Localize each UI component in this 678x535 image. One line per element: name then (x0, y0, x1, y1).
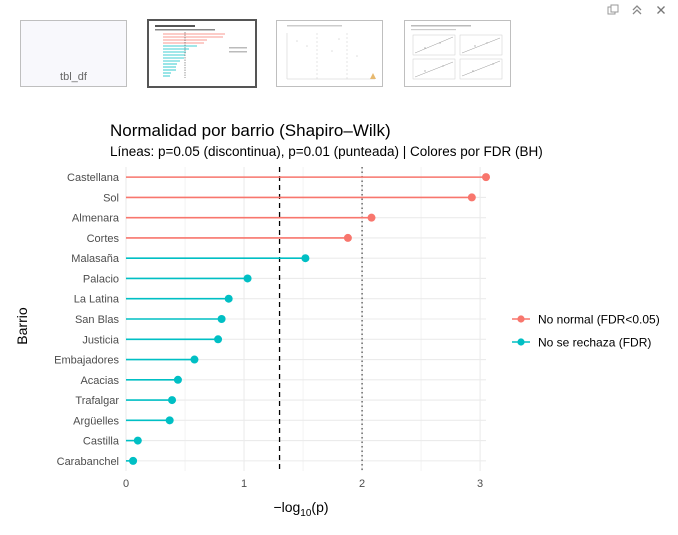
y-tick-label: La Latina (74, 294, 120, 306)
y-tick-label: San Blas (75, 314, 120, 326)
plot-history-strip: tbl_df (0, 19, 678, 90)
chevron-double-up-icon[interactable] (630, 3, 644, 17)
y-tick-label: Castellana (67, 172, 120, 184)
lollipop-point (367, 213, 376, 222)
thumbnail-label: tbl_df (60, 71, 87, 83)
popout-icon[interactable] (606, 3, 620, 17)
x-tick-label: 1 (241, 478, 247, 490)
lollipop-point (467, 193, 476, 202)
y-tick-label: Argüelles (73, 415, 119, 427)
lollipop-point (214, 335, 223, 344)
lollipop-point (165, 416, 174, 425)
lollipop-point (482, 173, 490, 182)
data-marks (126, 173, 490, 465)
legend: No normal (FDR<0.05) No se rechaza (FDR) (512, 313, 660, 350)
y-tick-label: Cortes (87, 233, 120, 245)
lollipop-point (243, 274, 252, 283)
thumbnail-plot-4[interactable] (404, 20, 511, 87)
x-tick-label: 3 (477, 478, 483, 490)
thumbnail-tbl-df[interactable]: tbl_df (20, 20, 127, 87)
y-tick-label: Embajadores (54, 355, 119, 367)
y-tick-label: Acacias (80, 375, 119, 387)
legend-label-normal: No normal (FDR<0.05) (538, 313, 660, 327)
thumbnail-current-plot[interactable] (147, 19, 257, 88)
lollipop-point (217, 315, 226, 323)
legend-key-dot-normal (517, 315, 525, 323)
close-icon[interactable] (654, 3, 668, 17)
x-tick-label: 0 (123, 478, 129, 490)
y-tick-labels: Castellana Sol Almenara Cortes Malasaña Palac… (54, 172, 120, 468)
thumbnail-plot-3[interactable] (276, 20, 383, 87)
y-axis-title: Barrio (14, 307, 30, 345)
x-axis-title-prefix: −log (273, 499, 300, 515)
y-tick-label: Castilla (83, 436, 120, 448)
y-tick-label: Palacio (83, 273, 119, 285)
x-axis-title-sub: 10 (300, 508, 312, 519)
chart-canvas: Normalidad por barrio (Shapiro–Wilk) Lín… (14, 121, 660, 519)
lollipop-point (343, 233, 352, 242)
x-tick-label: 2 (359, 478, 365, 490)
y-tick-label: Trafalgar (75, 395, 119, 407)
lollipop-point (224, 294, 233, 303)
lollipop-point (301, 254, 310, 263)
y-tick-label: Malasaña (71, 253, 120, 265)
y-tick-label: Sol (103, 192, 119, 204)
lollipop-chart: Normalidad por barrio (Shapiro–Wilk) Lín… (0, 110, 678, 530)
x-tick-labels: 0 1 2 3 (123, 478, 483, 490)
lollipop-point (168, 396, 177, 405)
lollipop-point (190, 355, 199, 364)
chart-subtitle: Líneas: p=0.05 (discontinua), p=0.01 (pu… (110, 144, 543, 159)
y-tick-label: Justicia (82, 334, 120, 346)
legend-label-no-rechaza: No se rechaza (FDR) (538, 336, 651, 350)
lollipop-point (129, 456, 138, 465)
y-tick-label: Carabanchel (57, 456, 119, 468)
plot-pane-toolbar (0, 0, 678, 20)
lollipop-point (133, 436, 142, 445)
lollipop-point (173, 375, 182, 384)
y-tick-label: Almenara (72, 213, 120, 225)
x-axis-title: −log10(p) (273, 499, 328, 519)
chart-title: Normalidad por barrio (Shapiro–Wilk) (110, 121, 391, 140)
x-axis-title-suffix: (p) (311, 499, 328, 515)
legend-key-dot-no-rechaza (517, 338, 525, 346)
